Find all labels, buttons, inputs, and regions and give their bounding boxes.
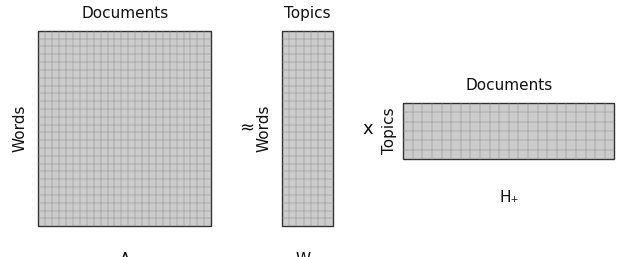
Text: Topics: Topics: [381, 108, 397, 154]
Text: Words: Words: [13, 105, 28, 152]
Bar: [403, 103, 614, 159]
Bar: [282, 31, 333, 226]
Bar: [38, 31, 211, 226]
Text: W₊: W₊: [296, 252, 319, 257]
Text: ≈: ≈: [239, 120, 254, 137]
Text: H₊: H₊: [499, 190, 518, 205]
Text: A: A: [120, 252, 130, 257]
Text: Documents: Documents: [81, 6, 168, 21]
Text: Words: Words: [256, 105, 271, 152]
Text: Topics: Topics: [284, 6, 330, 21]
Text: x: x: [363, 120, 373, 137]
Text: Documents: Documents: [465, 78, 552, 93]
